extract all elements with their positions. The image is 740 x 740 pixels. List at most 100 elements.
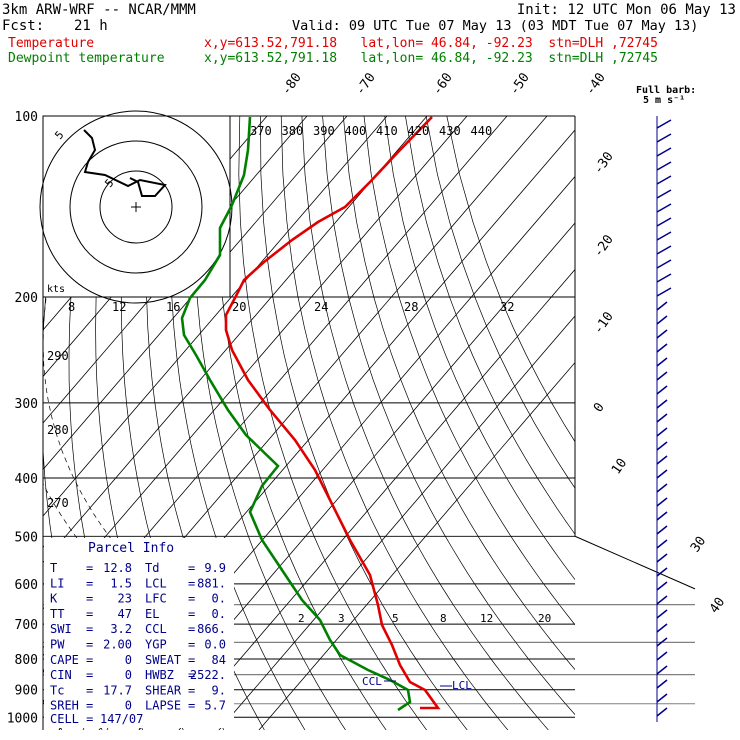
theta-left-label: 270 — [47, 496, 69, 510]
parcel-label: CAPE — [50, 653, 79, 667]
theta-left-label: 290 — [47, 349, 69, 363]
hodograph-unit: kts — [47, 284, 65, 295]
wind-barb — [656, 385, 668, 395]
parcel-value: 17.7 — [103, 683, 132, 697]
mixing-ratio-label: 20 — [538, 612, 551, 625]
wind-barb — [656, 175, 672, 185]
theta-label: 400 — [345, 124, 367, 138]
hodograph-speed-label: 12 — [112, 300, 126, 314]
mixing-ratio-label: 8 — [440, 612, 447, 625]
wind-barb — [656, 553, 668, 563]
barb-legend-title: Full barb: — [636, 85, 696, 96]
wind-barb — [656, 637, 668, 647]
parcel-label: LAPSE — [145, 699, 181, 713]
parcel-value: 84 — [212, 653, 226, 667]
wind-barb — [656, 287, 672, 297]
theta-label: 440 — [471, 124, 493, 138]
parcel-equals: = — [86, 576, 93, 590]
parcel-value: 0. — [212, 592, 226, 606]
parcel-label: PW — [50, 638, 65, 652]
pressure-label: 400 — [15, 472, 38, 487]
isotherm-line — [258, 361, 575, 730]
parcel-value: 881. — [197, 576, 226, 590]
wind-barb — [656, 217, 672, 227]
mixing-ratio-label: 5 — [392, 612, 399, 625]
dry-adiabat-line — [301, 116, 549, 730]
parcel-equals: = — [188, 638, 195, 652]
model-title: 3km ARW-WRF -- NCAR/MMM — [2, 2, 196, 18]
dry-adiabat-line — [363, 116, 575, 626]
parcel-equals: = — [86, 561, 93, 575]
isotherm-line — [43, 116, 428, 564]
isotherm-line — [43, 116, 388, 517]
parcel-label: LFC — [145, 592, 167, 606]
isotherm-label: -40 — [583, 70, 609, 98]
isotherm-label: -60 — [430, 70, 456, 98]
dry-adiabat-line — [238, 116, 427, 730]
temperature-location: x,y=613.52,791.18 lat,lon= 46.84, -92.23… — [204, 36, 658, 51]
parcel-value: 5.7 — [204, 699, 226, 713]
mixing-ratio-label: 3 — [338, 612, 345, 625]
parcel-equals: = — [188, 592, 195, 606]
dry-adiabat-line — [446, 116, 575, 443]
dry-adiabat-line — [425, 116, 575, 489]
isotherm-label: 10 — [609, 456, 630, 477]
wind-barb — [656, 707, 668, 717]
init-time: Init: 12 UTC Mon 06 May 13 — [516, 2, 736, 18]
parcel-info-box — [44, 538, 234, 728]
parcel-value: 2522. — [190, 668, 226, 682]
parcel-value: 0.0 — [204, 638, 226, 652]
plot-right-slant — [574, 535, 696, 590]
isotherm-label: -30 — [591, 149, 617, 177]
dry-adiabat-line — [342, 116, 575, 671]
parcel-label: CCL — [145, 622, 167, 636]
parcel-value: 9.9 — [204, 561, 226, 575]
wind-barb — [656, 413, 668, 423]
isotherm-label: 0 — [591, 400, 608, 415]
dry-adiabat-line — [216, 116, 387, 730]
parcel-label: SHEAR — [145, 683, 182, 697]
parcel-label: SREH — [50, 699, 79, 713]
parcel-equals: = — [188, 607, 195, 621]
dewpoint-location: x,y=613.52,791.18 lat,lon= 46.84, -92.23… — [204, 51, 658, 66]
wind-barb — [656, 273, 672, 283]
dry-adiabat-line — [384, 116, 575, 581]
hodograph-ring — [69, 140, 203, 274]
hodograph-speed-label: 8 — [68, 300, 75, 314]
dewpoint-profile — [180, 116, 412, 712]
wind-barb — [656, 455, 668, 465]
pressure-label: 900 — [15, 684, 38, 699]
dry-adiabat-line — [193, 116, 346, 730]
isotherm-label: -20 — [591, 232, 617, 260]
theta-label: 370 — [250, 124, 272, 138]
parcel-equals: = — [86, 622, 93, 636]
parcel-label: CIN — [50, 668, 72, 682]
pressure-label: 200 — [15, 291, 38, 306]
isotherm-label: 40 — [707, 595, 728, 616]
theta-left-label: 280 — [47, 423, 69, 437]
wind-barb — [656, 399, 668, 409]
wind-barb — [656, 245, 672, 255]
pressure-label: 800 — [15, 653, 38, 668]
parcel-info-title: Parcel Info — [88, 541, 174, 556]
hodograph-speed-label: 24 — [314, 300, 328, 314]
pressure-label: 600 — [15, 578, 38, 593]
wind-barb — [656, 427, 668, 437]
wind-barb — [656, 581, 668, 591]
wind-barb — [656, 161, 672, 171]
parcel-equals: = — [86, 592, 93, 606]
wind-barb — [656, 357, 668, 367]
parcel-label: K — [50, 592, 58, 606]
wind-barb — [656, 231, 672, 241]
isotherm-label: -50 — [507, 70, 533, 98]
parcel-equals: = — [188, 668, 195, 682]
dry-adiabat-line — [0, 116, 33, 730]
parcel-label: HWBZ — [145, 668, 174, 682]
isotherm-line — [43, 116, 348, 471]
parcel-value: 0. — [212, 607, 226, 621]
wind-barb — [656, 301, 668, 311]
parcel-label: EL — [145, 607, 159, 621]
theta-label: 430 — [439, 124, 461, 138]
parcel-equals: = — [188, 699, 195, 713]
hodograph-center — [131, 202, 141, 212]
